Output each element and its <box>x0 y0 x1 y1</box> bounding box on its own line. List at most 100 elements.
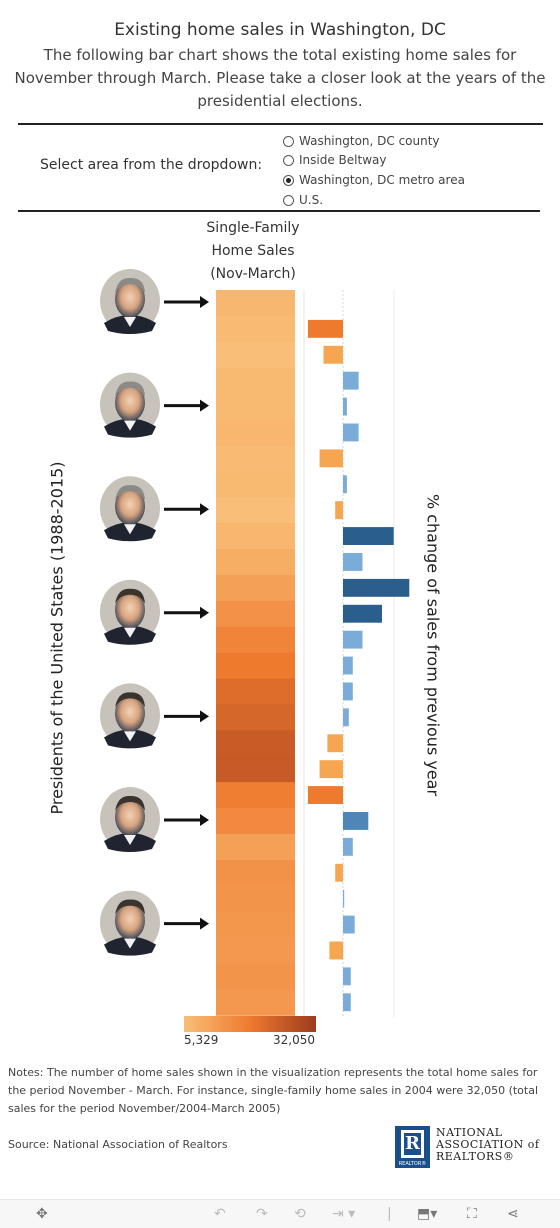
arrow-icon <box>200 606 209 619</box>
heat-cell <box>216 730 295 757</box>
pct-change-bar <box>343 915 355 934</box>
heat-cell <box>216 782 295 809</box>
pct-change-bar <box>343 553 363 571</box>
heat-cell <box>216 911 295 939</box>
portrait-face <box>115 280 145 318</box>
fullscreen-icon[interactable]: ⛶ <box>467 1206 477 1222</box>
radio-label: Washington, DC metro area <box>299 173 465 187</box>
heat-cell <box>216 574 295 602</box>
chart-svg <box>100 269 410 1032</box>
pct-change-bar <box>307 786 343 804</box>
portrait-hair <box>115 588 145 604</box>
divider-bottom <box>18 210 540 212</box>
heat-cell <box>216 808 295 835</box>
realtor-logo-letter: R <box>401 1130 424 1158</box>
color-legend-bar <box>184 1016 316 1032</box>
portrait-hair <box>115 899 145 915</box>
heat-cell <box>216 704 295 731</box>
heat-cell <box>216 885 295 913</box>
redo-icon[interactable]: ↷ <box>256 1206 268 1222</box>
share-icon[interactable]: ⋖ <box>507 1206 519 1222</box>
realtor-logo: R REALTOR® <box>395 1126 430 1168</box>
pct-change-bar <box>343 708 349 727</box>
radio-option-us[interactable]: U.S. <box>283 191 323 209</box>
portrait-collar <box>124 317 136 327</box>
heat-cell <box>216 989 295 1016</box>
portrait-face <box>115 487 145 526</box>
realtor-logo-sub: REALTOR® <box>398 1161 427 1167</box>
president-george-h-w-bush <box>100 269 209 334</box>
president-barack-obama <box>100 890 209 956</box>
heat-cell <box>216 756 295 783</box>
portrait-hair <box>115 381 145 397</box>
heat-cell <box>216 678 295 705</box>
pct-change-bar <box>319 449 343 468</box>
pct-change-bar <box>343 630 363 649</box>
radio-option-dc-county[interactable]: Washington, DC county <box>283 132 440 150</box>
president-george-w-bush <box>100 579 209 645</box>
president-bill-clinton <box>100 476 209 542</box>
revert-icon[interactable]: ⟲ <box>294 1206 306 1222</box>
heat-cell <box>216 859 295 887</box>
notes-text: Notes: The number of home sales shown in… <box>8 1066 539 1115</box>
arrow-icon <box>200 917 209 930</box>
pct-change-bar <box>343 397 347 416</box>
column-title: Single-Family Home Sales (Nov-March) <box>206 220 300 282</box>
pct-change-bar <box>343 475 347 494</box>
radio-button[interactable] <box>283 194 294 206</box>
source-text: Source: National Association of Realtors <box>8 1138 228 1151</box>
pct-change-bar <box>343 604 382 623</box>
arrow-icon <box>200 503 209 516</box>
president-george-w-bush <box>100 683 209 749</box>
heat-cell <box>216 445 295 472</box>
toolbar-separator: | <box>387 1206 392 1222</box>
portrait-collar <box>124 938 136 949</box>
nar-line-1: NATIONAL <box>436 1126 503 1139</box>
heat-cell <box>216 471 295 498</box>
nar-line-3: REALTORS® <box>436 1150 515 1163</box>
radio-button[interactable] <box>283 154 294 166</box>
pct-change-bar <box>327 734 343 753</box>
arrow-icon <box>200 710 209 723</box>
legend-max-label: 32,050 <box>273 1033 315 1047</box>
portrait-face <box>115 694 145 733</box>
pct-change-bar <box>343 656 353 675</box>
page-title: Existing home sales in Washington, DC <box>114 20 446 40</box>
pct-change-bar <box>343 967 351 986</box>
portrait-face <box>115 383 145 422</box>
heat-cell <box>216 652 295 680</box>
radio-label: Washington, DC county <box>299 134 440 148</box>
pause-icon[interactable]: ⇥ ▾ <box>332 1206 356 1222</box>
heat-cell <box>216 315 295 343</box>
heat-cell <box>216 393 295 421</box>
radio-button-selected[interactable] <box>283 174 294 186</box>
heat-cell <box>216 600 295 628</box>
undo-icon[interactable]: ↶ <box>214 1206 226 1222</box>
radio-button[interactable] <box>283 135 294 147</box>
nar-line-2: ASSOCIATION of <box>436 1138 540 1151</box>
heat-cell <box>216 341 295 369</box>
portrait-hair <box>115 485 145 501</box>
pct-change-bar <box>343 423 359 442</box>
pct-change-bar <box>307 319 343 338</box>
heat-cell <box>216 523 295 550</box>
download-icon[interactable]: ⬒▾ <box>417 1206 438 1222</box>
heat-cell <box>216 290 295 317</box>
arrow-icon <box>200 814 209 826</box>
pct-change-bar <box>329 941 344 960</box>
pct-change-bar <box>343 889 345 908</box>
portrait-hair <box>115 692 145 708</box>
portrait-collar <box>124 420 136 431</box>
portrait-collar <box>124 835 136 845</box>
pct-change-bar <box>343 527 394 545</box>
radio-option-dc-metro[interactable]: Washington, DC metro area <box>283 171 465 189</box>
portrait-face <box>115 901 145 940</box>
portrait-face <box>115 590 145 629</box>
portrait-face <box>115 798 145 836</box>
move-icon[interactable]: ✥ <box>36 1206 48 1222</box>
pct-change-bar <box>335 501 343 520</box>
radio-label: Inside Beltway <box>299 153 387 167</box>
pct-change-bar <box>343 993 351 1012</box>
pct-change-bar <box>343 837 353 856</box>
radio-option-inside-beltway[interactable]: Inside Beltway <box>283 151 386 169</box>
